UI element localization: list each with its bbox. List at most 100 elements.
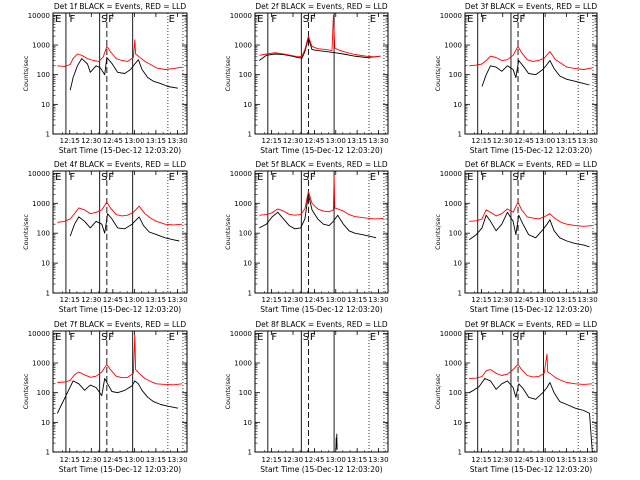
y-tick-label: 10000 <box>230 12 252 20</box>
x-tick-label: 12:30 <box>81 296 101 304</box>
interval-marker: E <box>169 172 175 183</box>
panel-det-8: Det 8f BLACK = Events, RED = LLD Counts/s… <box>224 320 389 474</box>
y-tick-label: 1000 <box>444 200 462 208</box>
panel-title: Det 7f BLACK = Events, RED = LLD <box>54 320 187 329</box>
x-tick-label: 12:15 <box>262 137 282 145</box>
lld-series-line <box>57 39 183 70</box>
plot-frame <box>52 170 188 294</box>
lld-series-line <box>469 45 593 70</box>
x-axis-label: Start Time (15-Dec-12 12:03:20) <box>59 465 181 474</box>
events-series-line <box>335 433 338 450</box>
x-tick-label: 12:15 <box>60 296 80 304</box>
plot-frame <box>254 12 389 135</box>
panel-title: Det 8f BLACK = Events, RED = LLD <box>255 320 388 329</box>
y-axis-label: Counts/sec <box>22 55 30 91</box>
interval-marker: F <box>481 332 487 343</box>
y-axis-label: Counts/sec <box>434 214 442 250</box>
plot-frame <box>52 330 188 453</box>
x-tick-label: 13:30 <box>167 296 187 304</box>
interval-marker: F <box>310 14 316 25</box>
x-tick-label: 13:30 <box>167 137 187 145</box>
x-tick-label: 13:15 <box>347 456 367 464</box>
y-tick-label: 1000 <box>444 42 462 50</box>
y-tick-label: 100 <box>449 389 462 397</box>
y-tick-label: 100 <box>37 71 50 79</box>
panel-det-6: Det 6f BLACK = Events, RED = LLD Counts/s… <box>434 160 598 314</box>
x-tick-label: 13:15 <box>556 456 576 464</box>
interval-marker: E <box>467 172 473 183</box>
y-tick-label: 1000 <box>234 200 252 208</box>
events-series-line <box>259 193 377 239</box>
x-axis-label: Start Time (15-Dec-12 12:03:20) <box>59 146 181 155</box>
interval-marker: F <box>70 332 76 343</box>
y-tick-label: 100 <box>239 71 252 79</box>
y-tick-label: 100 <box>239 389 252 397</box>
y-tick-label: 100 <box>449 71 462 79</box>
plot-frame <box>464 12 598 135</box>
y-tick-label: 1 <box>458 449 462 457</box>
interval-marker: F <box>108 332 114 343</box>
interval-marker: S <box>303 332 309 343</box>
y-tick-label: 100 <box>37 389 50 397</box>
y-tick-label: 10 <box>453 260 462 268</box>
lld-series-line <box>57 334 183 386</box>
x-tick-label: 12:30 <box>493 456 513 464</box>
interval-marker: S <box>101 332 107 343</box>
y-tick-label: 100 <box>449 230 462 238</box>
events-series-line <box>481 60 590 87</box>
x-axis-label: Start Time (15-Dec-12 12:03:20) <box>470 146 592 155</box>
panel-title: Det 1f BLACK = Events, RED = LLD <box>54 2 187 11</box>
lld-series-line <box>469 201 593 227</box>
interval-marker: E <box>579 332 585 343</box>
y-axis-label: Counts/sec <box>22 214 30 250</box>
panel-title: Det 6f BLACK = Events, RED = LLD <box>465 160 598 169</box>
x-tick-label: 13:30 <box>368 456 388 464</box>
y-tick-label: 10 <box>453 101 462 109</box>
interval-marker: F <box>519 172 525 183</box>
y-tick-label: 10 <box>41 101 50 109</box>
x-tick-label: 13:30 <box>577 137 597 145</box>
interval-marker: E <box>55 14 61 25</box>
y-tick-label: 1 <box>248 131 252 139</box>
x-tick-label: 12:30 <box>493 137 513 145</box>
x-tick-label: 13:15 <box>146 456 166 464</box>
x-tick-label: 12:15 <box>471 456 491 464</box>
x-tick-label: 13:30 <box>577 296 597 304</box>
plot-frame <box>464 330 598 453</box>
lld-series-line <box>259 14 381 58</box>
interval-marker: F <box>519 14 525 25</box>
y-tick-label: 10000 <box>440 330 462 338</box>
x-tick-label: 12:45 <box>514 137 534 145</box>
x-tick-label: 13:30 <box>167 456 187 464</box>
panel-det-5: Det 5f BLACK = Events, RED = LLD Counts/s… <box>224 160 389 314</box>
interval-marker: E <box>55 172 61 183</box>
y-axis-label: Counts/sec <box>434 55 442 91</box>
x-tick-label: 12:15 <box>60 137 80 145</box>
y-tick-label: 10000 <box>440 170 462 178</box>
y-tick-label: 10000 <box>440 12 462 20</box>
y-tick-label: 1 <box>458 131 462 139</box>
y-axis-label: Counts/sec <box>434 373 442 409</box>
interval-marker: E <box>467 14 473 25</box>
interval-marker: F <box>70 14 76 25</box>
y-axis-label: Counts/sec <box>224 55 232 91</box>
x-tick-label: 12:30 <box>283 456 303 464</box>
x-tick-label: 12:30 <box>283 137 303 145</box>
panel-det-2: Det 2f BLACK = Events, RED = LLD Counts/s… <box>224 2 389 155</box>
interval-marker: E <box>257 172 263 183</box>
x-axis-label: Start Time (15-Dec-12 12:03:20) <box>59 305 181 314</box>
interval-marker: E <box>257 332 263 343</box>
x-tick-label: 13:30 <box>577 456 597 464</box>
x-tick-label: 13:00 <box>124 456 144 464</box>
y-tick-label: 10000 <box>28 330 50 338</box>
interval-marker: E <box>370 332 376 343</box>
interval-marker: E <box>370 14 376 25</box>
y-tick-label: 1000 <box>32 360 50 368</box>
y-tick-label: 1000 <box>32 200 50 208</box>
x-tick-label: 12:30 <box>81 456 101 464</box>
y-tick-label: 10 <box>41 419 50 427</box>
interval-marker: E <box>55 332 61 343</box>
x-axis-label: Start Time (15-Dec-12 12:03:20) <box>260 146 382 155</box>
y-tick-label: 10000 <box>28 12 50 20</box>
x-tick-label: 12:15 <box>471 296 491 304</box>
